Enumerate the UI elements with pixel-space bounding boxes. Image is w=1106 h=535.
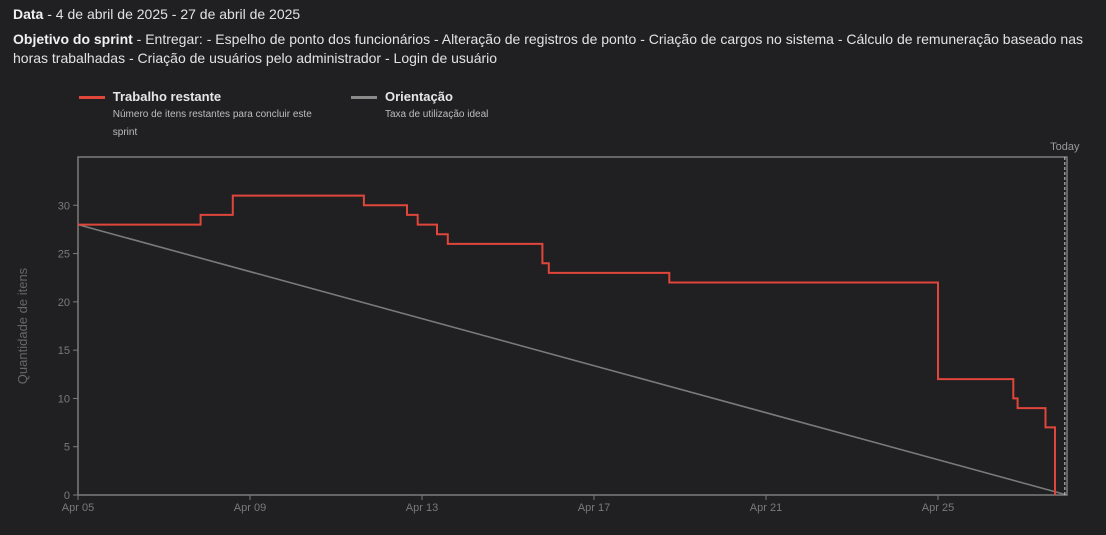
series-layer <box>77 194 1068 496</box>
legend-item-guideline[interactable]: Orientação Taxa de utilização ideal <box>351 88 488 142</box>
y-tick-label: 20 <box>58 297 70 309</box>
y-axis-label: Quantidade de itens <box>15 267 30 384</box>
x-axis: Apr 05 Apr 09 Apr 13 Apr 17 Apr 21 Apr 25 <box>62 495 954 514</box>
chart-legend: Trabalho restante Número de itens restan… <box>79 88 488 142</box>
goal-value: - Entregar: - Espelho de ponto dos funci… <box>13 31 1083 66</box>
y-tick-label: 0 <box>64 490 70 502</box>
legend-desc-remaining-work: Número de itens restantes para concluir … <box>112 109 312 138</box>
y-tick-label: 25 <box>58 249 70 261</box>
today-label: Today <box>1050 141 1080 153</box>
legend-desc-guideline: Taxa de utilização ideal <box>385 109 489 120</box>
sprint-header: Data - 4 de abril de 2025 - 27 de abril … <box>13 5 1098 74</box>
y-tick-label: 5 <box>64 442 70 454</box>
x-tick-label: Apr 17 <box>578 502 610 514</box>
legend-item-remaining-work[interactable]: Trabalho restante Número de itens restan… <box>79 88 337 142</box>
goal-label: Objetivo do sprint <box>13 31 133 47</box>
sprint-goal-row: Objetivo do sprint - Entregar: - Espelho… <box>13 30 1098 68</box>
series-line-remaining-work <box>78 194 1056 495</box>
sprint-date-row: Data - 4 de abril de 2025 - 27 de abril … <box>13 5 1098 24</box>
date-label: Data <box>13 6 44 22</box>
x-tick-label: Apr 05 <box>62 502 94 514</box>
series-line-guideline <box>77 223 1068 496</box>
y-tick-label: 10 <box>58 393 70 405</box>
y-tick-label: 15 <box>58 345 70 357</box>
x-tick-label: Apr 09 <box>234 502 266 514</box>
legend-swatch-guideline <box>351 96 377 99</box>
legend-swatch-remaining-work <box>79 96 105 99</box>
x-tick-label: Apr 25 <box>922 502 954 514</box>
x-tick-label: Apr 13 <box>406 502 438 514</box>
date-value: - 4 de abril de 2025 - 27 de abril de 20… <box>43 6 301 22</box>
plot-area <box>77 156 1068 496</box>
y-tick-label: 30 <box>58 200 70 212</box>
x-tick-label: Apr 21 <box>750 502 782 514</box>
legend-title-guideline: Orientação <box>385 89 453 104</box>
legend-title-remaining-work: Trabalho restante <box>112 89 222 104</box>
y-axis: 0 5 10 15 20 25 30 <box>58 200 78 502</box>
